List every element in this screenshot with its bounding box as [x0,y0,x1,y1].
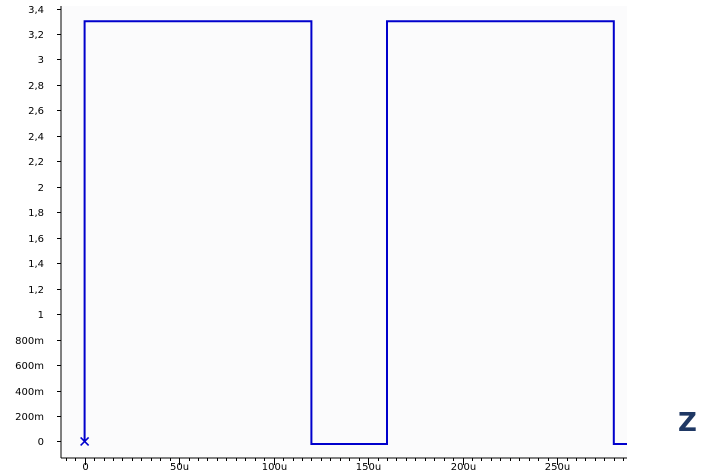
y-tick-label: 800m [15,336,44,347]
marker-stroke [80,436,90,447]
corner-letter-label: Z [678,408,697,438]
y-tick-label: 1,2 [28,285,44,296]
y-tick-label: 400m [15,387,44,398]
x-tick-label: 250u [545,462,570,472]
y-tick-label: 2,4 [28,132,44,143]
start-point-cross-marker [80,436,90,447]
x-tick-labels: 0 50u 100u 150u 200u 250u [82,462,570,472]
x-tick-label: 0 [82,462,88,472]
y-tick-label: 3 [38,55,44,66]
y-tick-label: 2,2 [28,157,44,168]
x-tick-label: 100u [262,462,287,472]
y-tick-label: 600m [15,361,44,372]
y-tick-label: 0 [38,437,44,448]
voltage-trace-line [83,20,627,445]
x-major-ticks [85,458,558,465]
x-tick-label: 50u [170,462,189,472]
y-tick-label: 1,4 [28,259,44,270]
y-tick-label: 3,4 [28,5,44,16]
y-tick-label: 1,8 [28,208,44,219]
y-tick-label: 2,6 [28,106,44,117]
x-tick-label: 200u [451,462,476,472]
plot-area [61,6,627,458]
x-tick-label: 150u [356,462,381,472]
y-tick-label: 2,8 [28,81,44,92]
y-tick-label: 1,6 [28,234,44,245]
y-tick-label: 200m [15,412,44,423]
y-tick-label: 3,2 [28,30,44,41]
y-ticks [57,9,61,442]
y-tick-label: 1 [38,310,44,321]
y-tick-labels: 0 200m 400m 600m 800m 1 1,2 1,4 1,6 1,8 2 2,2 2,4 2,6… [15,5,44,448]
y-tick-label: 2 [38,183,44,194]
